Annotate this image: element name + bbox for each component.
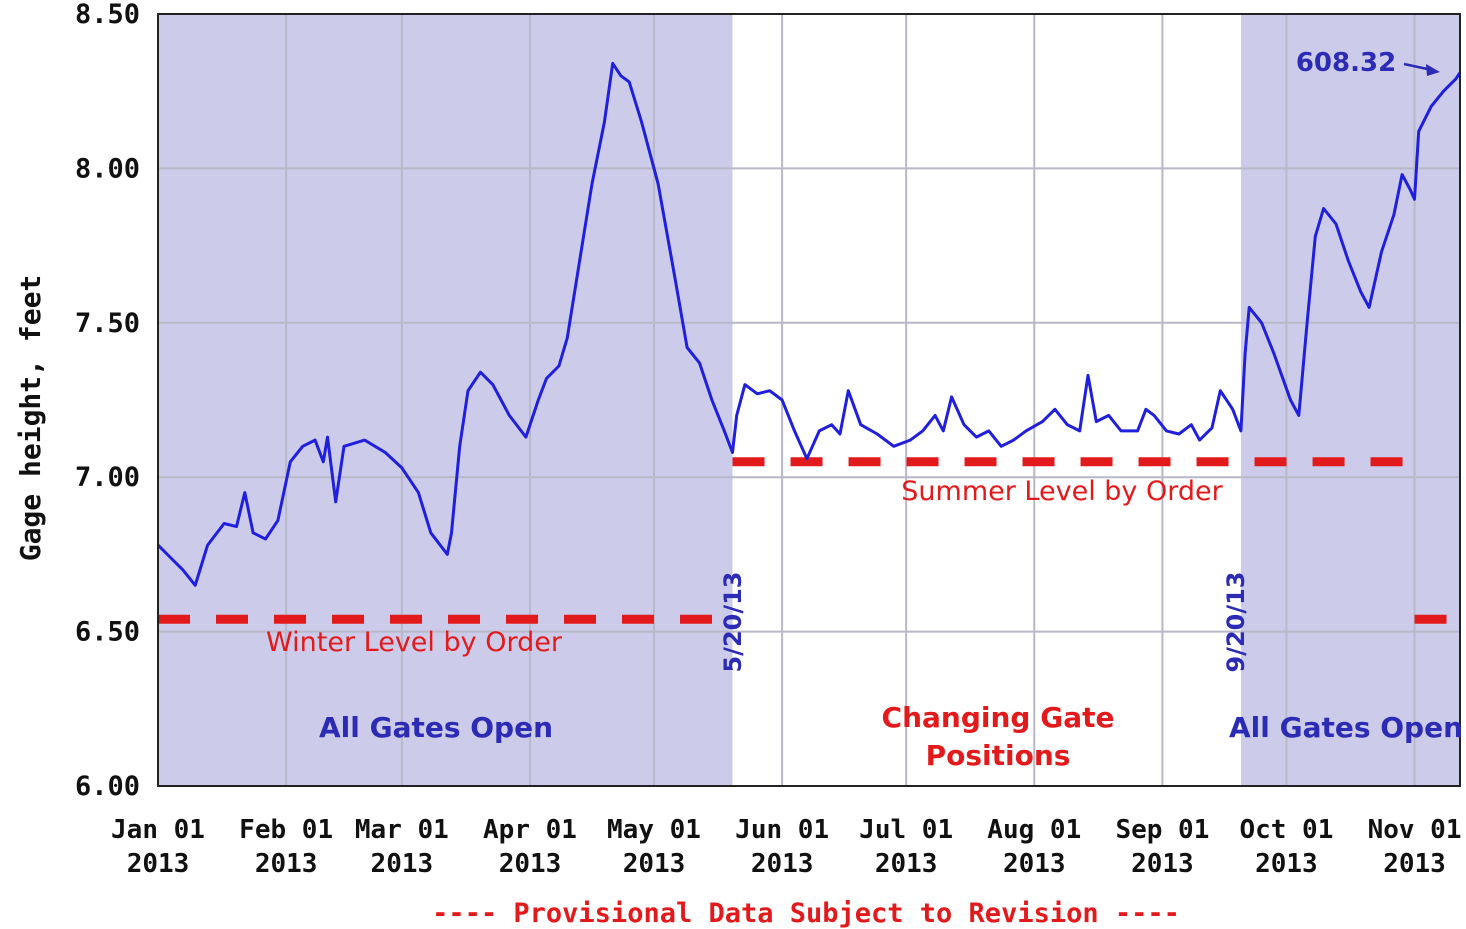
latest-value-label: 608.32 <box>1296 48 1396 78</box>
gage-height-series-line <box>156 61 1462 587</box>
latest-value-arrow <box>1403 62 1440 76</box>
x-tick-label-year: 2013 <box>499 849 562 879</box>
y-tick-label: 6.50 <box>75 617 140 648</box>
winter-level-label: Winter Level by Order <box>266 627 563 658</box>
x-tick-label-year: 2013 <box>623 849 686 879</box>
region-label-right: All Gates Open <box>1229 711 1463 744</box>
x-tick-label-year: 2013 <box>371 849 434 879</box>
x-tick-label-month: Jun 01 <box>735 815 829 845</box>
x-tick-label-month: Apr 01 <box>483 815 577 845</box>
provisional-data-footer: ---- Provisional Data Subject to Revisio… <box>432 898 1180 929</box>
plot-frame <box>157 13 1461 787</box>
x-tick-label-month: Oct 01 <box>1239 815 1333 845</box>
shaded-periods <box>158 14 1460 786</box>
x-tick-label-year: 2013 <box>127 849 190 879</box>
x-tick-label-month: Aug 01 <box>987 815 1081 845</box>
y-axis-label: Gage height, feet <box>14 275 47 562</box>
date-marker-end: 9/20/13 <box>1222 571 1250 672</box>
region-label-middle-line2: Positions <box>926 739 1071 772</box>
y-tick-label: 8.00 <box>75 153 140 184</box>
x-tick-label-year: 2013 <box>1383 849 1446 879</box>
y-tick-labels: 6.00 6.50 7.00 7.50 8.00 8.50 <box>75 0 140 802</box>
x-tick-label-year: 2013 <box>255 849 318 879</box>
x-tick-label-year: 2013 <box>751 849 814 879</box>
x-tick-label-month: Nov 01 <box>1368 815 1462 845</box>
x-tick-label-month: Feb 01 <box>239 815 333 845</box>
summer-level-label: Summer Level by Order <box>901 476 1223 507</box>
x-tick-label-month: Jan 01 <box>111 815 205 845</box>
y-tick-label: 8.50 <box>75 0 140 30</box>
y-tick-label: 6.00 <box>75 771 140 802</box>
x-tick-label-year: 2013 <box>1255 849 1318 879</box>
shaded-period <box>1240 14 1460 786</box>
series <box>156 61 1462 587</box>
x-tick-label-year: 2013 <box>875 849 938 879</box>
x-tick-label-month: Jul 01 <box>859 815 953 845</box>
region-label-left: All Gates Open <box>319 711 553 744</box>
y-tick-label: 7.00 <box>75 462 140 493</box>
reference-lines <box>158 457 1460 624</box>
x-tick-label-year: 2013 <box>1131 849 1194 879</box>
shaded-period <box>158 14 733 786</box>
date-marker-start: 5/20/13 <box>719 571 747 672</box>
region-label-middle-line1: Changing Gate <box>882 701 1115 734</box>
y-tick-label: 7.50 <box>75 308 140 339</box>
x-tick-label-month: Sep 01 <box>1115 815 1209 845</box>
x-tick-labels: Jan 01 2013 Feb 01 2013 Mar 01 2013 Apr 01 2013… <box>111 815 1461 879</box>
x-tick-label-month: Mar 01 <box>355 815 449 845</box>
x-tick-label-month: May 01 <box>607 815 701 845</box>
x-tick-label-year: 2013 <box>1003 849 1066 879</box>
